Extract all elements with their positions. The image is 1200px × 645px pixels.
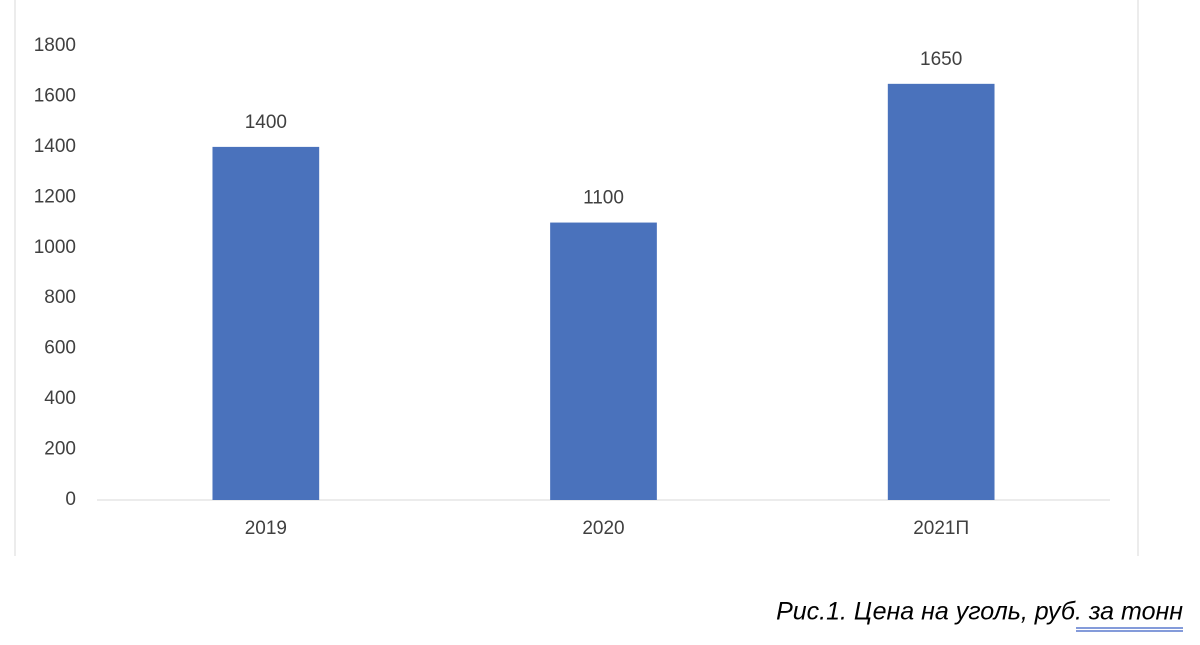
x-tick-label: 2020 [582,518,624,539]
data-label: 1400 [245,112,287,133]
y-tick-label: 1200 [34,186,76,207]
caption: Рис.1. Цена на уголь, руб. за тонн [776,598,1183,626]
x-tick-label: 2019 [245,518,287,539]
y-tick-label: 0 [65,489,76,510]
y-tick-label: 200 [44,439,76,460]
bar [887,83,995,500]
y-tick-label: 1800 [34,35,76,56]
data-label: 1100 [583,188,624,209]
bar [212,146,320,500]
y-tick-label: 1000 [34,237,76,258]
y-tick-label: 400 [44,388,76,409]
y-tick-label: 600 [44,338,76,359]
x-tick-label: 2021П [913,518,969,539]
bar [550,222,657,501]
y-tick-label: 1400 [34,136,76,157]
y-tick-label: 1600 [34,85,76,106]
data-label: 1650 [920,49,962,70]
y-tick-label: 800 [44,287,76,308]
